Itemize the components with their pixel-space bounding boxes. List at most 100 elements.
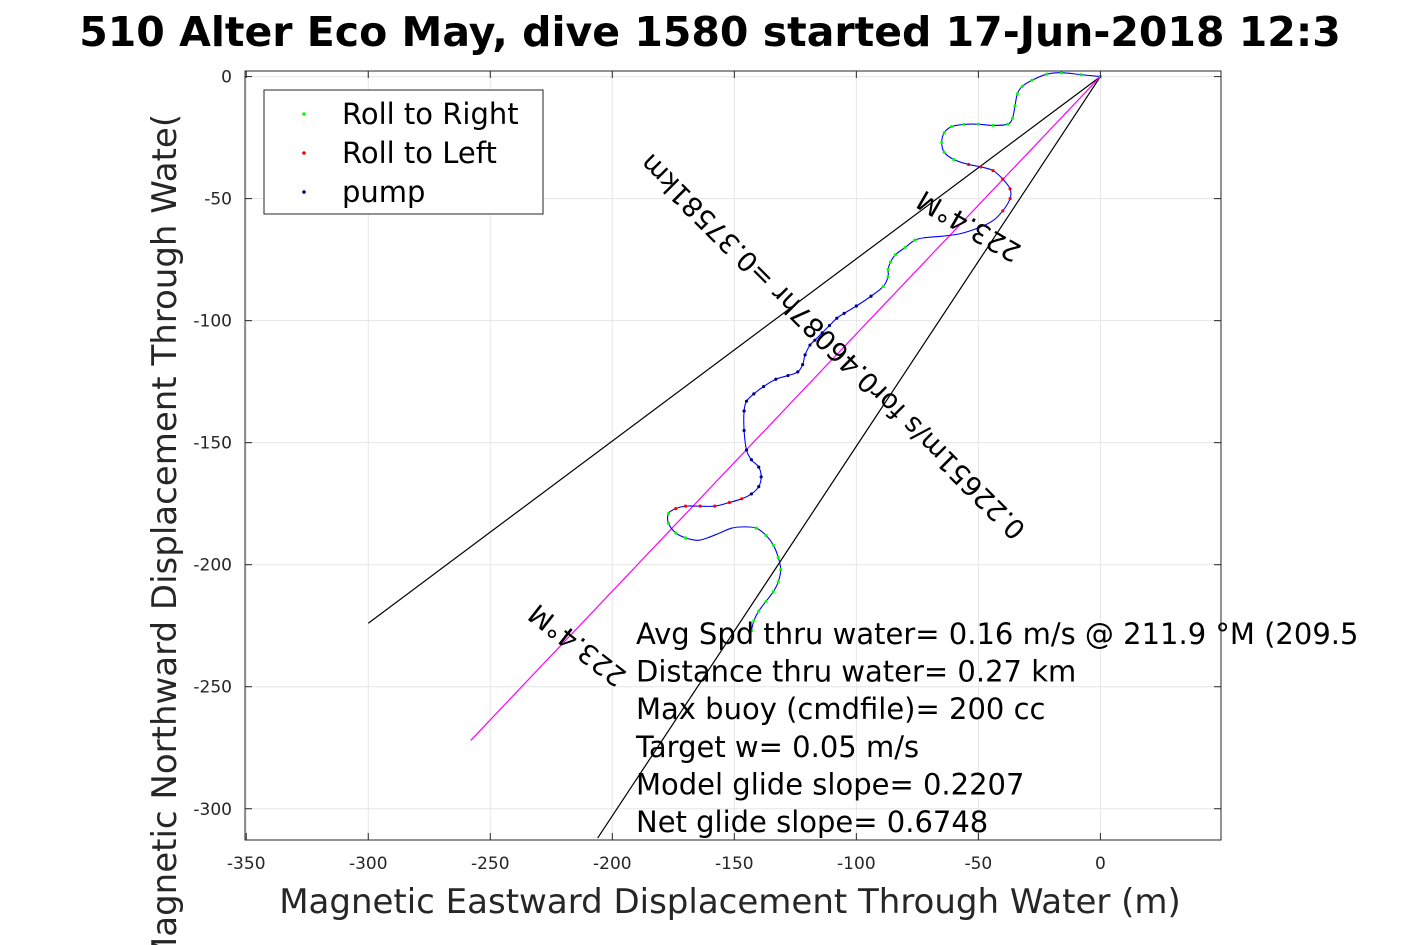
y-tick-label: -100	[193, 312, 232, 332]
roll-right-point	[779, 567, 783, 572]
bound-line-1	[597, 76, 1101, 839]
x-tick-label: 0	[1095, 854, 1106, 874]
pump-point	[752, 392, 756, 396]
roll-left-point	[979, 165, 983, 169]
pump-point	[757, 485, 761, 489]
y-tick-label: -200	[193, 556, 232, 576]
pump-point	[854, 304, 858, 308]
roll-right-point	[666, 511, 671, 516]
legend-marker	[302, 151, 306, 155]
x-tick-label: -150	[715, 854, 754, 874]
pump-point	[742, 428, 746, 433]
pump-point	[744, 448, 749, 452]
pump-point	[796, 370, 800, 374]
roll-left-point	[727, 500, 732, 505]
roll-right-point	[881, 284, 885, 289]
plot-area	[244, 70, 1222, 841]
roll-right-point	[949, 125, 954, 129]
pump-point	[803, 353, 807, 357]
roll-left-point	[698, 504, 702, 508]
roll-right-point	[1006, 122, 1010, 126]
roll-right-point	[764, 599, 768, 603]
roll-right-point	[666, 521, 671, 525]
roll-right-point	[749, 628, 754, 633]
pump-point	[801, 362, 805, 367]
chart-title: 510 Alter Eco May, dive 1580 started 17-…	[79, 8, 1341, 56]
pump-point	[757, 465, 761, 469]
roll-left-point	[740, 497, 744, 501]
roll-right-point	[886, 267, 890, 271]
y-tick-label: -250	[193, 678, 232, 698]
roll-right-point	[942, 150, 946, 154]
roll-left-point	[1001, 177, 1005, 181]
roll-right-point	[1015, 92, 1020, 96]
x-tick-label: -250	[471, 854, 510, 874]
roll-left-point	[1001, 209, 1005, 213]
roll-right-point	[913, 238, 917, 242]
roll-right-point	[771, 589, 775, 594]
roll-right-point	[1059, 71, 1063, 75]
pump-point	[808, 343, 812, 347]
pump-point	[827, 323, 832, 328]
y-tick-label: -50	[204, 190, 232, 210]
roll-left-point	[713, 504, 717, 508]
x-tick-label: -300	[349, 854, 388, 874]
roll-right-point	[1010, 116, 1015, 120]
roll-right-point	[1013, 104, 1017, 108]
roll-right-point	[764, 533, 768, 538]
y-tick-label: -150	[193, 434, 232, 454]
legend-label: Roll to Left	[342, 136, 497, 170]
roll-left-point	[967, 162, 971, 167]
stat-line: Model glide slope= 0.2207	[636, 767, 1024, 801]
x-tick-label: -350	[227, 854, 266, 874]
roll-left-point	[683, 504, 688, 508]
pump-point	[813, 338, 817, 342]
legend-box	[263, 89, 544, 215]
pump-point	[820, 331, 824, 335]
pump-point	[786, 373, 790, 378]
reference-lines	[367, 76, 1101, 839]
roll-right-point	[886, 275, 890, 279]
x-axis-label: Magnetic Eastward Displacement Through W…	[279, 882, 1181, 922]
stat-line: Max buoy (cmdfile)= 200 cc	[636, 692, 1045, 726]
pump-point	[762, 384, 766, 389]
legend-label: Roll to Right	[342, 97, 519, 131]
roll-right-point	[942, 131, 946, 135]
roll-right-point	[903, 245, 907, 250]
roll-right-point	[962, 122, 966, 127]
pump-point	[759, 475, 763, 479]
stat-line: Net glide slope= 0.6748	[636, 805, 988, 839]
pump-point	[742, 409, 746, 413]
roll-right-point	[776, 555, 780, 559]
axis-ticks: -350 -300 -250 -200 -150 -100 -50 0 0 -50 -100 -150…	[193, 68, 1221, 874]
legend: Roll to Right Roll to Left pump	[263, 89, 544, 215]
roll-right-point	[757, 609, 761, 613]
roll-right-point	[1030, 78, 1034, 82]
roll-right-point	[991, 123, 995, 128]
stat-line: Avg Spd thru water= 0.16 m/s @ 211.9 °M …	[636, 617, 1358, 651]
roll-right-point	[952, 157, 956, 162]
roll-left-point	[1008, 197, 1012, 201]
mean-heading-line	[470, 76, 1101, 741]
legend-label: pump	[342, 175, 425, 209]
pump-point	[835, 316, 839, 320]
pump-point	[774, 377, 778, 381]
stat-line: Distance thru water= 0.27 km	[636, 655, 1076, 689]
roll-right-point	[1045, 72, 1049, 76]
roll-left-point	[674, 506, 678, 511]
pump-point	[744, 399, 749, 403]
pump-point	[749, 492, 754, 496]
roll-right-point	[771, 543, 775, 547]
legend-marker	[302, 190, 306, 194]
x-tick-label: -200	[593, 854, 632, 874]
roll-right-point	[752, 619, 756, 623]
x-tick-label: -50	[964, 854, 992, 874]
stat-line: Target w= 0.05 m/s	[635, 730, 919, 764]
track-points	[666, 71, 1102, 633]
legend-marker	[302, 112, 306, 116]
roll-right-point	[976, 122, 980, 126]
roll-right-point	[888, 260, 893, 264]
y-tick-label: 0	[221, 68, 232, 88]
stats-block: Avg Spd thru water= 0.16 m/s @ 211.9 °M …	[635, 617, 1358, 839]
